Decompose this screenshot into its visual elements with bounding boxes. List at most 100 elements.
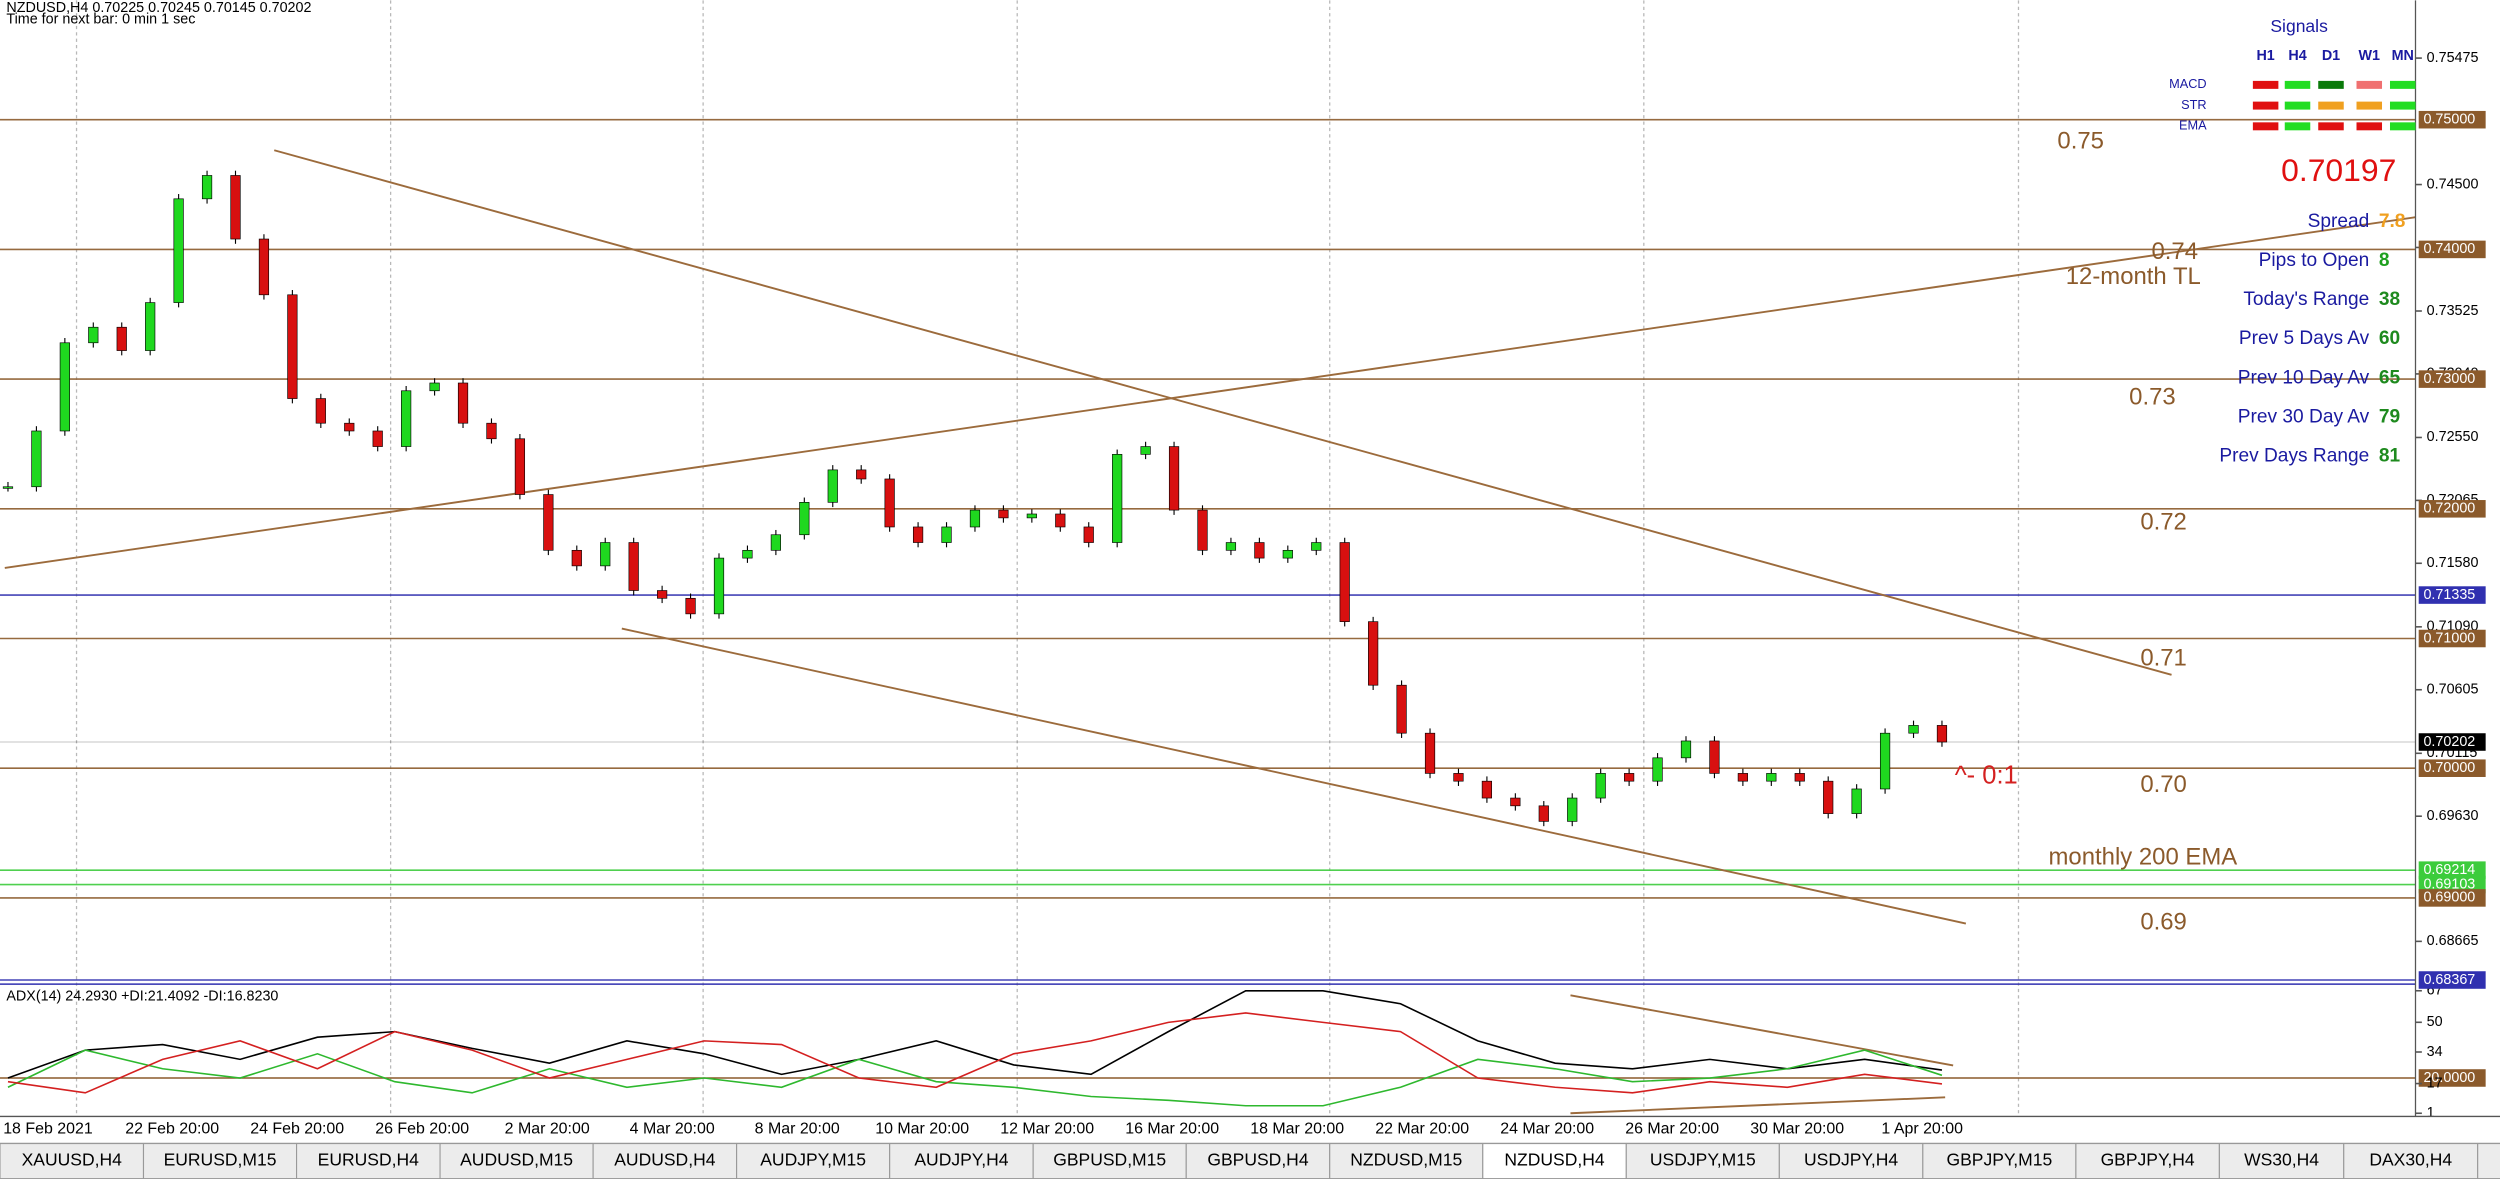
price-box [2418,110,2486,129]
candle-body [173,198,184,303]
candle-body [1083,526,1094,543]
tab[interactable] [1625,1142,1780,1179]
tab-label[interactable]: AUDUSD,M15 [460,1150,573,1170]
candle-body [372,430,383,447]
tab[interactable] [0,1142,145,1179]
candle-body [770,534,781,551]
candle-body [514,438,526,495]
tab[interactable] [142,1142,298,1179]
candle-body [600,542,611,567]
signal-cell [2389,80,2416,89]
tab[interactable] [889,1142,1034,1179]
candle-body [31,430,42,488]
adx-tick-label: 34 [2427,1044,2443,1060]
info-value: 65 [2379,367,2401,388]
tab-label[interactable]: EURUSD,M15 [164,1150,277,1170]
level-lines [0,118,2416,981]
price-box-label: 0.72000 [2423,501,2475,517]
tab[interactable] [439,1142,594,1179]
info-value: 38 [2379,289,2401,310]
x-tick-label: 1 Apr 20:00 [1881,1120,1963,1137]
adx-tick-label: 17 [2427,1075,2443,1091]
signal-column: MN [2392,48,2414,64]
candle-body [1652,757,1663,782]
tab-label[interactable]: DAX30,H4 [2369,1150,2452,1170]
bar-timer: Time for next bar: 0 min 1 sec [6,11,195,27]
level-label: 0.74 [2151,238,2198,265]
tab[interactable] [2075,1142,2220,1179]
level-label: 0.72 [2140,508,2187,535]
candle-body [88,326,99,344]
candle-body [1140,446,1151,455]
candle-body [884,478,895,528]
tab-label[interactable]: WS30,H4 [2244,1150,2319,1170]
tab[interactable] [2343,1142,2479,1179]
y-tick-label: 0.74500 [2427,176,2479,192]
tab-label[interactable]: XAUUSD,H4 [22,1150,123,1170]
tab[interactable] [592,1142,738,1179]
price-box [2418,889,2486,907]
info-value: 7.8 [2379,211,2406,232]
candle-body [1396,684,1407,734]
adx-tick-label: 50 [2427,1014,2443,1030]
tab-label[interactable]: AUDJPY,M15 [760,1150,866,1170]
x-tick-label: 22 Feb 20:00 [125,1120,219,1137]
signal-cell [2318,122,2344,131]
x-tick-label: 18 Mar 20:00 [1250,1120,1344,1137]
info-label: Prev 10 Day Av [2238,367,2370,388]
tab-label[interactable]: EURUSD,H4 [318,1150,419,1170]
signal-cell [2356,122,2383,131]
tab-label[interactable]: GBPUSD,H4 [1207,1150,1308,1170]
candle-body [1595,773,1606,799]
candle-body [1766,773,1777,782]
candle-body [1112,454,1123,543]
price-box [2418,971,2486,989]
price-box [2418,875,2486,894]
candle-body [1225,542,1237,551]
tab-label[interactable]: GBPJPY,M15 [1946,1150,2052,1170]
trend-line [4,216,2416,569]
y-tick-label: 0.70605 [2427,682,2479,698]
candle-body [1055,513,1066,528]
y-tick-label: 0.71580 [2427,555,2479,571]
candle-body [742,549,753,559]
tab[interactable] [1329,1142,1484,1179]
candle-body [998,509,1009,519]
tab[interactable] [2477,1142,2500,1179]
info-value: 81 [2379,445,2401,466]
candle-body [1538,805,1549,822]
candle-body [1168,446,1180,511]
tab[interactable] [1778,1142,1924,1179]
trend-line [273,149,2172,676]
tab-label[interactable]: AUDJPY,H4 [914,1150,1008,1170]
tab-label[interactable]: NZDUSD,H4 [1504,1150,1604,1170]
candle-body [713,557,725,615]
signal-cell [2318,101,2344,110]
signal-cell [2284,101,2311,110]
x-tick-label: 10 Mar 20:00 [875,1120,969,1137]
tab[interactable] [1922,1142,2077,1179]
tab-label[interactable]: GBPJPY,H4 [2101,1150,2195,1170]
price-box-label: 0.73000 [2423,371,2475,387]
level-label: 0.75 [2057,127,2104,154]
tab-label[interactable]: USDJPY,M15 [1650,1150,1756,1170]
signal-cell [2252,101,2279,110]
candle-body [1794,773,1805,782]
candle-body [1197,509,1208,551]
tab-label[interactable]: GBPUSD,M15 [1053,1150,1166,1170]
signal-cell [2389,122,2416,131]
annotation: ^- 0:1 [1955,762,2018,790]
candle-body [969,509,981,528]
tab[interactable] [1032,1142,1187,1179]
candle-body [1282,549,1293,559]
tab[interactable] [2218,1142,2345,1179]
tab-label[interactable]: AUDUSD,H4 [614,1150,715,1170]
x-tick-label: 26 Feb 20:00 [375,1120,469,1137]
candle-body [1453,773,1464,782]
candle-body [628,542,639,591]
tab-label[interactable]: NZDUSD,M15 [1350,1150,1462,1170]
candle-body [230,175,241,240]
y-tick-label: 0.72550 [2427,429,2479,445]
tab-label[interactable]: USDJPY,H4 [1804,1150,1898,1170]
